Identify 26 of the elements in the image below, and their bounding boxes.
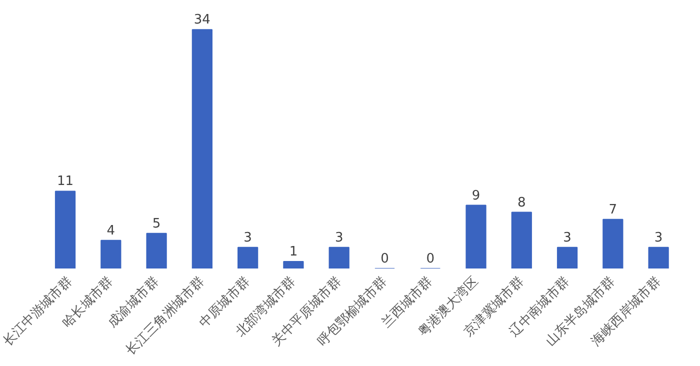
data-label: 9 [472, 188, 480, 204]
data-label: 5 [152, 216, 161, 232]
bar [511, 212, 532, 268]
bar [238, 246, 258, 268]
data-label: 3 [654, 230, 663, 246]
data-label: 0 [380, 252, 389, 266]
bar [192, 29, 212, 268]
data-label: 3 [244, 230, 252, 246]
data-label: 0 [426, 252, 435, 266]
data-label: 4 [106, 223, 116, 238]
data-label: 34 [194, 12, 210, 28]
bar [466, 204, 486, 268]
bar [602, 218, 624, 268]
bar [146, 232, 167, 268]
bar [328, 246, 350, 268]
data-label: 11 [56, 174, 74, 190]
bar [556, 246, 578, 268]
bar [283, 260, 304, 268]
data-label: 3 [334, 230, 344, 246]
bar [54, 190, 76, 268]
bar [648, 246, 669, 268]
data-label: 8 [518, 195, 526, 210]
data-label: 3 [563, 230, 572, 246]
data-label: 7 [608, 202, 618, 218]
bar [100, 240, 122, 268]
data-label: 1 [289, 244, 298, 260]
